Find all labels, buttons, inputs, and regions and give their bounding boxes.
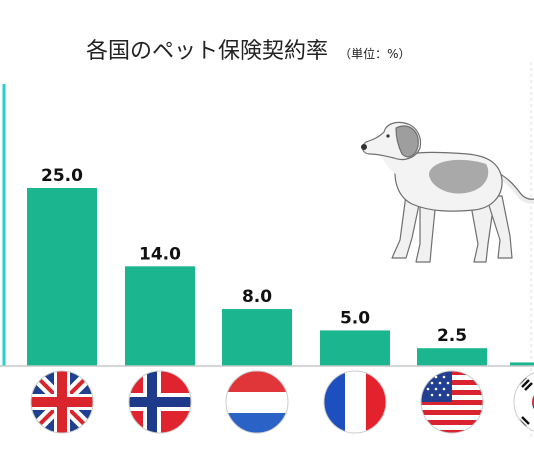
uk-flag-border <box>30 370 94 434</box>
norway-flag-icon <box>129 371 191 433</box>
bar-2 <box>125 266 195 366</box>
value-label-1: 25.0 <box>41 166 83 186</box>
value-label-2: 14.0 <box>139 244 181 264</box>
bar-4 <box>320 330 390 366</box>
bars-group: 25.0 14.0 8.0 5.0 2.5 <box>27 166 534 366</box>
chart-title: 各国のペット保険契約率 <box>86 39 328 64</box>
usa-flag-border <box>420 370 484 434</box>
norway-flag-border <box>128 370 192 434</box>
france-flag-border <box>323 370 387 434</box>
france-flag-icon <box>324 371 386 433</box>
value-label-4: 5.0 <box>340 308 370 328</box>
bar-3 <box>222 309 292 366</box>
netherlands-flag-border <box>225 370 289 434</box>
bar-5 <box>417 348 487 366</box>
svg-text:各国のペット保険契約率 （単位：%）: 各国のペット保険契約率 （単位：%） <box>86 39 411 64</box>
korea-flag-border <box>513 372 534 432</box>
uk-flag-icon <box>31 371 93 433</box>
usa-flag-icon <box>421 371 483 433</box>
dog-illustration <box>361 121 534 263</box>
chart-unit: （単位：%） <box>339 46 410 61</box>
value-label-5: 2.5 <box>437 326 467 346</box>
bar-6 <box>510 362 534 366</box>
netherlands-flag-icon <box>226 371 288 433</box>
bar-1 <box>27 188 97 366</box>
value-label-3: 8.0 <box>242 287 272 307</box>
